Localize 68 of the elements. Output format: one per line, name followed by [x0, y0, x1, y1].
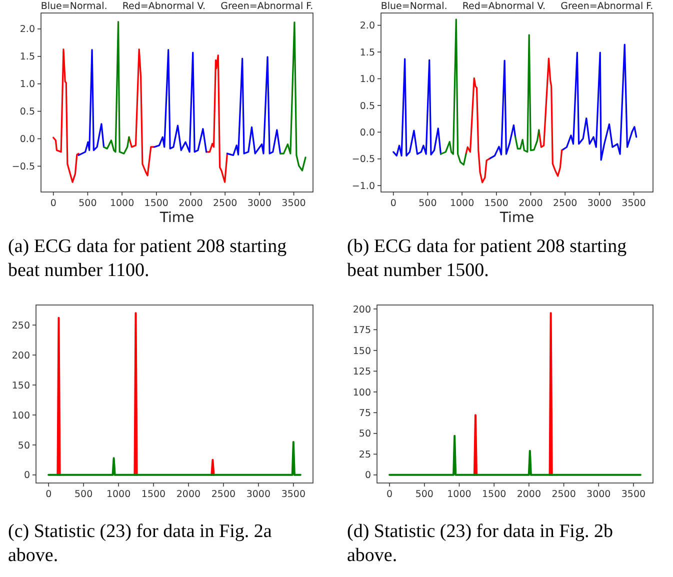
y-tick-label: 50: [358, 428, 371, 440]
x-tick-label: 1000: [450, 198, 474, 209]
x-tick-label: 500: [415, 489, 434, 500]
y-tick-label: 200: [352, 304, 371, 316]
x-tick-label: 3000: [587, 198, 612, 209]
text: (b) ECG data for patient 208 starting beat number 1500.: [347, 236, 628, 281]
y-tick-label: 25: [358, 449, 371, 460]
x-axis-title: Time: [498, 210, 534, 226]
x-tick-label: 3000: [246, 489, 271, 500]
x-tick-label: 0: [50, 198, 56, 209]
x-tick-label: 2500: [211, 489, 236, 500]
x-tick-label: 2500: [552, 489, 576, 500]
x-tick-label: 0: [386, 489, 393, 500]
y-tick-label: 1.0: [20, 79, 35, 90]
x-tick-label: 2000: [178, 198, 203, 209]
y-tick-label: 100: [12, 410, 30, 422]
y-tick-label: 125: [352, 366, 371, 378]
x-tick-label: 2000: [518, 198, 543, 209]
y-tick-label: 2.0: [20, 24, 35, 36]
x-tick-label: 1500: [144, 198, 168, 209]
text: (d) Statistic (23) for data in Fig. 2b above.: [347, 521, 613, 566]
y-tick-label: 250: [12, 320, 30, 332]
y-tick-label: 1.5: [360, 47, 375, 58]
chart-title: Blue=Normal. Red=Abnormal V. Green=Abnormal F.: [40, 1, 314, 12]
x-tick-label: 3500: [622, 198, 646, 209]
y-tick-label: 200: [12, 350, 30, 362]
y-tick-label: −0.5: [352, 154, 375, 166]
x-tick-label: 3000: [586, 489, 611, 500]
x-tick-label: 3500: [621, 489, 646, 500]
x-tick-label: 3500: [282, 198, 306, 209]
y-tick-label: 2.0: [360, 20, 375, 32]
x-axis-title: Time: [158, 210, 194, 226]
x-tick-label: 1000: [110, 198, 134, 209]
x-tick-label: 3000: [247, 198, 272, 209]
x-tick-label: 2500: [212, 198, 238, 209]
x-tick-label: 1000: [106, 489, 131, 500]
y-tick-label: 0.0: [20, 134, 35, 146]
y-tick-label: 0: [364, 470, 371, 482]
x-tick-label: 2500: [552, 198, 578, 209]
text: (c) Statistic (23) for data in Fig. 2a above.: [8, 521, 272, 566]
x-tick-label: 500: [74, 489, 93, 500]
x-tick-label: 2000: [176, 489, 201, 500]
x-tick-label: 1000: [447, 489, 472, 500]
y-tick-label: −0.5: [12, 162, 35, 173]
y-tick-label: 1.5: [20, 52, 35, 63]
x-tick-label: 1500: [141, 489, 166, 500]
x-tick-label: 0: [46, 489, 52, 500]
y-tick-label: 100: [352, 387, 371, 398]
x-tick-label: 3500: [281, 489, 306, 500]
y-tick-label: −1.0: [352, 180, 375, 192]
x-tick-label: 500: [418, 198, 437, 209]
x-tick-label: 2000: [516, 489, 542, 500]
y-tick-label: 50: [18, 440, 30, 452]
y-tick-label: 1.0: [360, 74, 375, 86]
x-tick-label: 500: [78, 198, 97, 209]
y-tick-label: 150: [12, 380, 30, 392]
y-tick-label: 75: [358, 408, 371, 419]
y-tick-label: 175: [352, 325, 371, 336]
chart-title: Blue=Normal. Red=Abnormal V. Green=Abnormal F.: [380, 1, 654, 12]
text: (a) ECG data for patient 208 starting beat number 1100.: [8, 236, 288, 281]
x-tick-label: 1500: [484, 198, 508, 209]
y-tick-label: 150: [352, 346, 371, 357]
y-tick-label: 0: [24, 470, 30, 482]
y-tick-label: 0.5: [360, 100, 375, 112]
y-tick-label: 0.5: [20, 106, 35, 118]
x-tick-label: 1500: [482, 489, 506, 500]
x-tick-label: 0: [390, 198, 396, 209]
y-tick-label: 0.0: [360, 127, 375, 138]
